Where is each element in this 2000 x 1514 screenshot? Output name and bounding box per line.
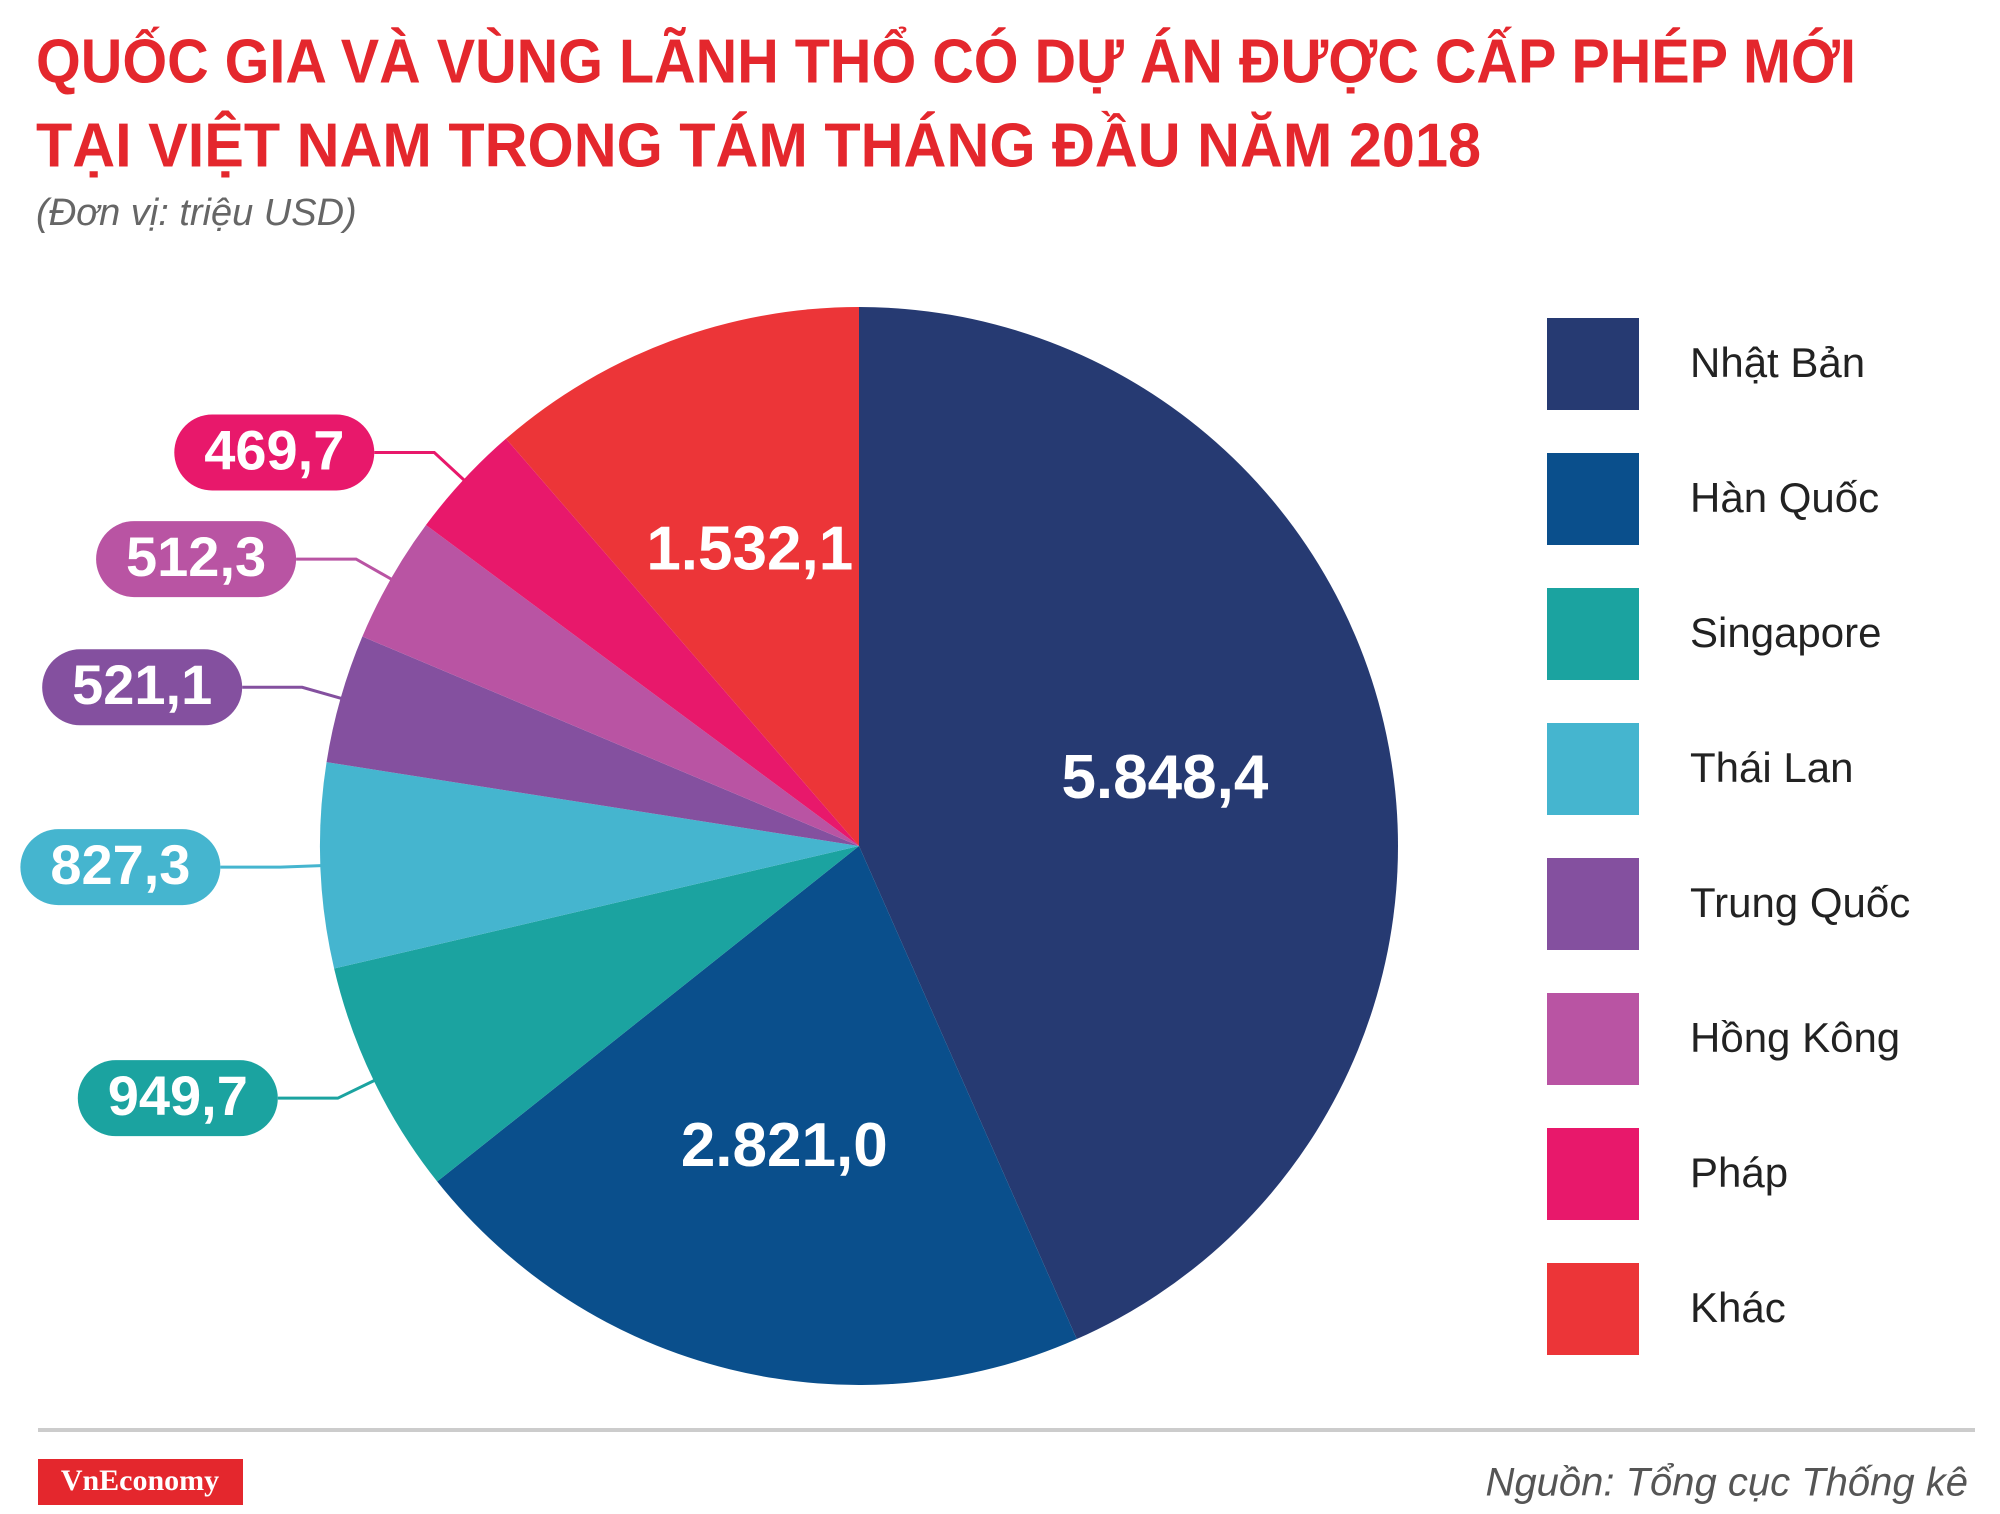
legend-label: Thái Lan bbox=[1690, 744, 1853, 791]
logo: VnEconomy bbox=[61, 1464, 219, 1497]
legend-label: Hồng Kông bbox=[1690, 1014, 1900, 1061]
value-label: 512,3 bbox=[126, 525, 266, 588]
label-pill bbox=[174, 414, 375, 491]
legend-swatch bbox=[1547, 1128, 1639, 1220]
value-label: 1.532,1 bbox=[646, 514, 853, 583]
legend-swatch bbox=[1547, 588, 1639, 680]
label-pill bbox=[20, 829, 221, 906]
pie-slice bbox=[362, 525, 859, 846]
pie-slice bbox=[437, 846, 1077, 1386]
logo-box bbox=[38, 1459, 243, 1505]
leader-line bbox=[296, 557, 396, 583]
legend-label: Trung Quốc bbox=[1690, 879, 1910, 926]
pie: 5.848,4 2.821,0 949,7 827,3 521,1 512,3 469,7 1… bbox=[20, 307, 1399, 1386]
leader-line bbox=[277, 1077, 379, 1100]
legend-swatch bbox=[1547, 858, 1639, 950]
pie-slice bbox=[425, 438, 859, 846]
legend-swatch bbox=[1547, 453, 1639, 545]
chart-title: QUỐC GIA VÀ VÙNG LÃNH THỔ CÓ DỰ ÁN ĐƯỢC … bbox=[36, 26, 1856, 96]
legend-label: Pháp bbox=[1690, 1149, 1788, 1196]
legend: Nhật Bản Hàn Quốc Singapore Thái Lan Trung Q… bbox=[1547, 318, 1910, 1355]
label-pill bbox=[77, 1060, 278, 1137]
value-label: 5.848,4 bbox=[1061, 743, 1268, 812]
legend-swatch bbox=[1547, 993, 1639, 1085]
pie-slice bbox=[334, 846, 859, 1182]
leader-line bbox=[242, 685, 345, 701]
legend-swatch bbox=[1547, 1263, 1639, 1355]
source: Nguồn: Tổng cục Thống kê bbox=[1485, 1461, 1968, 1505]
pie-slice bbox=[320, 762, 860, 969]
legend-label: Hàn Quốc bbox=[1690, 474, 1879, 521]
value-label: 521,1 bbox=[72, 653, 212, 716]
legend-swatch bbox=[1547, 723, 1639, 815]
leader-line bbox=[374, 450, 468, 484]
label-pill bbox=[42, 649, 243, 726]
legend-label: Nhật Bản bbox=[1690, 339, 1865, 386]
value-label: 949,7 bbox=[108, 1064, 248, 1127]
legend-label: Singapore bbox=[1690, 609, 1881, 656]
value-label: 827,3 bbox=[50, 833, 190, 896]
legend-swatch bbox=[1547, 318, 1639, 410]
legend-label: Khác bbox=[1690, 1284, 1786, 1331]
chart-subtitle: (Đơn vị: triệu USD) bbox=[36, 192, 357, 234]
leader-line bbox=[220, 864, 325, 869]
label-pill bbox=[96, 521, 297, 598]
pie-slice bbox=[506, 307, 859, 846]
value-label: 469,7 bbox=[204, 418, 344, 481]
pie-slice bbox=[859, 307, 1399, 1340]
chart-title: TẠI VIỆT NAM TRONG TÁM THÁNG ĐẦU NĂM 201… bbox=[36, 111, 1481, 180]
pie-slice bbox=[326, 636, 860, 846]
value-label: 2.821,0 bbox=[681, 1111, 888, 1180]
